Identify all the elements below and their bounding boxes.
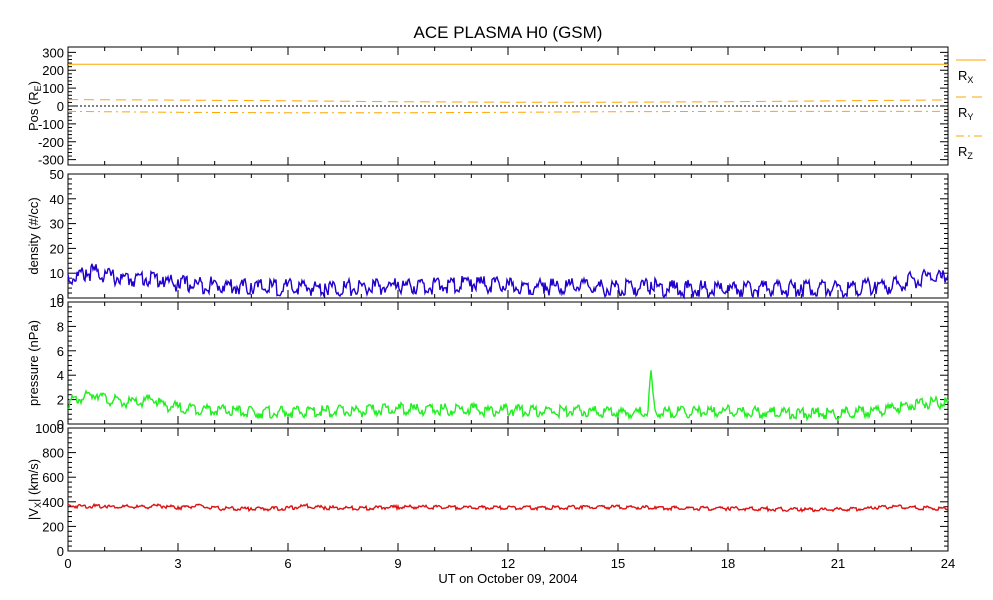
y-axis-label: |VX| (km/s) [26,459,43,520]
y-tick-label: 40 [50,192,64,207]
x-tick-label: 0 [64,556,71,571]
x-axis-label: UT on October 09, 2004 [438,571,577,586]
y-tick-label: 600 [42,470,64,485]
x-tick-label: 15 [611,556,625,571]
y-tick-label: 2 [57,393,64,408]
x-tick-label: 3 [174,556,181,571]
y-tick-label: 30 [50,217,64,232]
y-tick-label: 400 [42,495,64,510]
legend-label: RX [958,68,973,85]
series-line-RZ [67,110,948,114]
y-tick-label: -100 [38,117,64,132]
y-tick-label: 0 [57,417,64,432]
y-tick-label: 1000 [35,421,64,436]
x-tick-label: 18 [721,556,735,571]
y-tick-label: 0 [57,291,64,306]
series-line-density [67,263,949,300]
y-tick-label: 200 [42,63,64,78]
y-tick-label: 200 [42,519,64,534]
y-tick-label: 4 [57,368,64,383]
panel-pressure: 10 8 6 4 2 0 pressure (nPa) [26,295,949,432]
y-tick-label: -300 [38,153,64,168]
chart-title: ACE PLASMA H0 (GSM) [414,23,603,42]
y-tick-label: 6 [57,344,64,359]
y-tick-label: 0 [57,99,64,114]
x-tick-label: 12 [501,556,515,571]
panel-velocity: 1000 800 600 400 200 00 3 6 9 12 15 18 21 24 |VX| (km/… [26,421,955,571]
y-tick-label: 8 [57,319,64,334]
series-line-RY [67,99,949,103]
y-axis-label: density (#/cc) [26,197,41,274]
y-tick-label: 100 [42,81,64,96]
x-tick-label: 9 [394,556,401,571]
y-tick-label: 10 [50,295,64,310]
plot-frame [67,301,949,425]
legend-label: RZ [958,144,973,161]
x-tick-label: 24 [941,556,955,571]
y-tick-label: 10 [50,266,64,281]
y-tick-label: 50 [50,167,64,182]
panel-position: 300 200 100 0 -100 -200 -300 Pos (RE) RX RY RZ [26,45,986,168]
series-line-velocity [67,502,949,513]
y-tick-label: -200 [38,135,64,150]
series-line-pressure [67,370,949,422]
y-tick-label: 800 [42,446,64,461]
y-tick-label: 0 [57,544,64,559]
y-axis-label: pressure (nPa) [26,320,41,406]
x-tick-label: 21 [831,556,845,571]
legend-label: RY [958,105,973,122]
x-tick-label: 6 [284,556,291,571]
y-axis-label: Pos (RE) [26,81,43,131]
panel-density: 50 40 30 20 10 0 density (#/cc) [26,167,949,306]
plot-frame [67,427,949,552]
y-tick-label: 20 [50,241,64,256]
y-tick-label: 300 [42,45,64,60]
